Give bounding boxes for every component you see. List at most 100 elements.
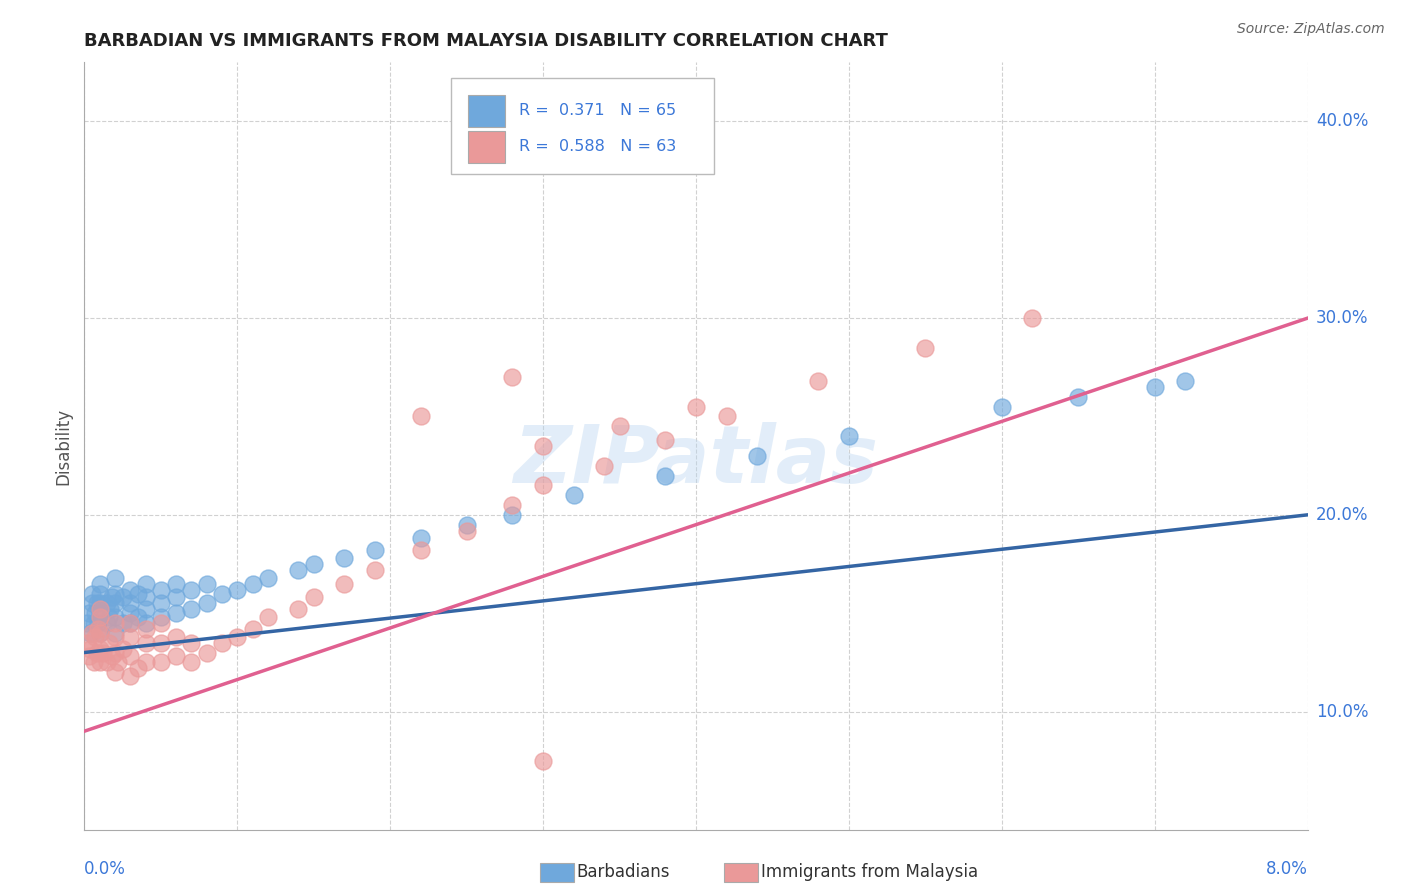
Point [149,582,172,597]
Point [226,582,249,597]
Point [98,602,121,616]
Point [747,449,769,463]
Point [257,610,280,624]
Point [149,610,172,624]
Point [562,488,585,502]
Point [914,341,936,355]
Point [87,615,110,630]
Point [89,606,111,620]
Point [89,625,111,640]
Point [111,641,134,656]
Point [226,630,249,644]
Point [127,661,149,675]
Point [107,656,129,670]
Point [180,602,202,616]
Point [165,576,187,591]
Point [807,374,830,388]
Point [409,409,432,424]
Point [104,596,127,610]
Point [609,419,631,434]
Point [287,563,309,577]
Point [991,400,1014,414]
Point [135,591,157,605]
Point [101,649,124,664]
Point [89,586,111,600]
Point [531,754,554,768]
Text: 20.0%: 20.0% [1316,506,1368,524]
Point [120,615,142,630]
Point [302,591,325,605]
Point [333,576,356,591]
Point [287,602,309,616]
Point [211,586,233,600]
Point [89,596,111,610]
Y-axis label: Disability: Disability [55,408,73,484]
Point [654,468,676,483]
Point [257,571,280,585]
Point [1174,374,1197,388]
Point [104,615,127,630]
Point [502,498,524,512]
Point [242,576,264,591]
Point [79,625,101,640]
Point [104,571,127,585]
Point [80,596,103,610]
Point [165,649,187,664]
Text: 40.0%: 40.0% [1316,112,1368,130]
Point [79,641,101,656]
Point [502,370,524,384]
FancyBboxPatch shape [468,131,505,163]
Point [302,557,325,571]
Point [120,649,142,664]
Point [195,576,218,591]
Text: R =  0.588   N = 63: R = 0.588 N = 63 [519,139,676,154]
Point [120,596,142,610]
Point [120,582,142,597]
Point [180,636,202,650]
Point [409,543,432,558]
Point [77,606,100,620]
Point [364,563,387,577]
Point [86,596,108,610]
Point [135,615,157,630]
Point [111,591,134,605]
Point [97,636,120,650]
Point [96,596,118,610]
Point [531,439,554,453]
Point [180,582,202,597]
Text: 0.0%: 0.0% [84,860,127,878]
Point [211,636,233,650]
Text: Barbadians: Barbadians [576,863,671,881]
Point [149,596,172,610]
Point [120,669,142,683]
Point [89,576,111,591]
Point [165,591,187,605]
Point [83,615,105,630]
FancyBboxPatch shape [451,78,714,174]
Text: Immigrants from Malaysia: Immigrants from Malaysia [761,863,977,881]
Point [364,543,387,558]
Point [120,630,142,644]
Point [84,630,107,644]
Point [120,615,142,630]
Point [1067,390,1090,404]
Point [104,646,127,660]
Point [593,458,616,473]
Point [89,641,111,656]
Point [101,591,124,605]
Point [135,656,157,670]
Point [80,586,103,600]
Point [104,625,127,640]
Text: BARBADIAN VS IMMIGRANTS FROM MALAYSIA DISABILITY CORRELATION CHART: BARBADIAN VS IMMIGRANTS FROM MALAYSIA DI… [84,32,889,50]
Point [838,429,860,443]
Text: 8.0%: 8.0% [1265,860,1308,878]
Point [195,596,218,610]
Point [91,646,114,660]
Point [80,625,103,640]
Point [89,602,111,616]
Point [149,636,172,650]
Point [685,400,707,414]
Point [149,615,172,630]
Point [135,576,157,591]
Point [180,656,202,670]
